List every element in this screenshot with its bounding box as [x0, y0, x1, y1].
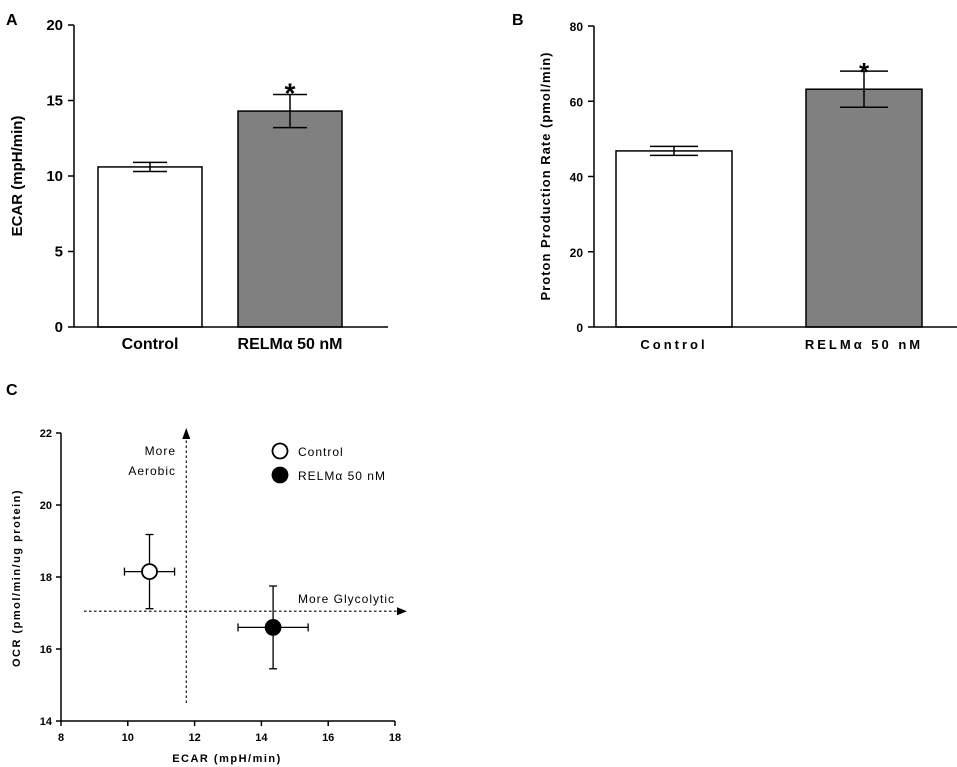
- horizontal-arrow-head: [397, 607, 407, 616]
- panel-b-y-tick-label: 0: [576, 321, 583, 335]
- panel-c-y-tick-label: 14: [40, 716, 53, 728]
- panel-c-y-tick-label: 18: [40, 572, 52, 584]
- point-control-marker: [141, 563, 158, 580]
- panel-b-bar-control: [615, 150, 733, 328]
- panel-b-chart: B Proton Production Rate (pmol/min) 0 20 4…: [512, 12, 957, 352]
- panel-a-y-tick-label: 0: [55, 319, 63, 336]
- panel-c-x-tick-label: 16: [322, 732, 334, 744]
- legend-control-label: Control: [298, 445, 344, 459]
- panel-c-x-tick-label: 12: [188, 732, 200, 744]
- panel-b-y-axis-label: Proton Production Rate (pmol/min): [538, 52, 553, 301]
- panel-c-x-tick-label: 18: [389, 732, 401, 744]
- panel-a-category-label: Control: [122, 336, 179, 353]
- panel-b-y-tick-label: 80: [570, 20, 584, 34]
- annotation-more-aerobic-line2: Aerobic: [128, 464, 176, 478]
- legend-control-marker: [271, 442, 289, 460]
- panel-c-y-tick-label: 22: [40, 428, 52, 440]
- annotation-more-aerobic-line1: More: [145, 444, 176, 458]
- annotation-more-glycolytic: More Glycolytic: [298, 592, 395, 606]
- panel-c-x-axis-label: ECAR (mpH/min): [172, 753, 282, 765]
- panel-a-y-tick-label: 15: [46, 93, 63, 110]
- panel-b-y-tick-label: 60: [570, 95, 584, 109]
- panel-a-chart: A ECAR (mpH/min) 0 5 10 15 20 * Control RELMα…: [6, 12, 388, 353]
- vertical-arrow-head: [182, 428, 191, 439]
- panel-b-category-label: RELMα 50 nM: [805, 337, 923, 352]
- panel-a-letter: A: [6, 12, 18, 29]
- panel-c-x-tick-label: 10: [122, 732, 134, 744]
- panel-a-y-tick-label: 20: [46, 17, 63, 34]
- legend-relm-marker: [271, 466, 289, 484]
- panel-c-x-tick-label: 14: [255, 732, 268, 744]
- panel-a-y-tick-label: 10: [46, 168, 63, 185]
- panel-b-significance-star: *: [859, 57, 870, 87]
- panel-c-y-tick-label: 16: [40, 644, 52, 656]
- panel-b-bar-relm: [805, 88, 923, 328]
- panel-b-y-tick-label: 20: [570, 246, 584, 260]
- panel-a-y-axis-label: ECAR (mpH/min): [9, 116, 26, 237]
- panel-b-category-label: Control: [640, 337, 707, 352]
- point-relm-marker: [264, 619, 282, 636]
- panel-c-letter: C: [6, 382, 18, 399]
- panel-a-y-tick-label: 5: [55, 244, 63, 261]
- panel-c-y-tick-label: 20: [40, 500, 52, 512]
- panel-b-letter: B: [512, 12, 524, 29]
- panel-a-bar-relm: [237, 110, 343, 328]
- panel-c-x-tick-label: 8: [58, 732, 64, 744]
- panel-c-legend: Control RELMα 50 nM: [271, 442, 386, 484]
- panel-c-y-axis-label: OCR (pmol/min/ug protein): [11, 489, 23, 667]
- panel-a-bar-control: [97, 166, 203, 328]
- panel-b-y-tick-label: 40: [570, 171, 584, 185]
- panel-a-significance-star: *: [285, 77, 296, 108]
- panel-a-category-label: RELMα 50 nM: [238, 336, 343, 353]
- panel-c-chart: C OCR (pmol/min/ug protein) ECAR (mpH/mi…: [6, 382, 407, 765]
- legend-relm-label: RELMα 50 nM: [298, 469, 386, 483]
